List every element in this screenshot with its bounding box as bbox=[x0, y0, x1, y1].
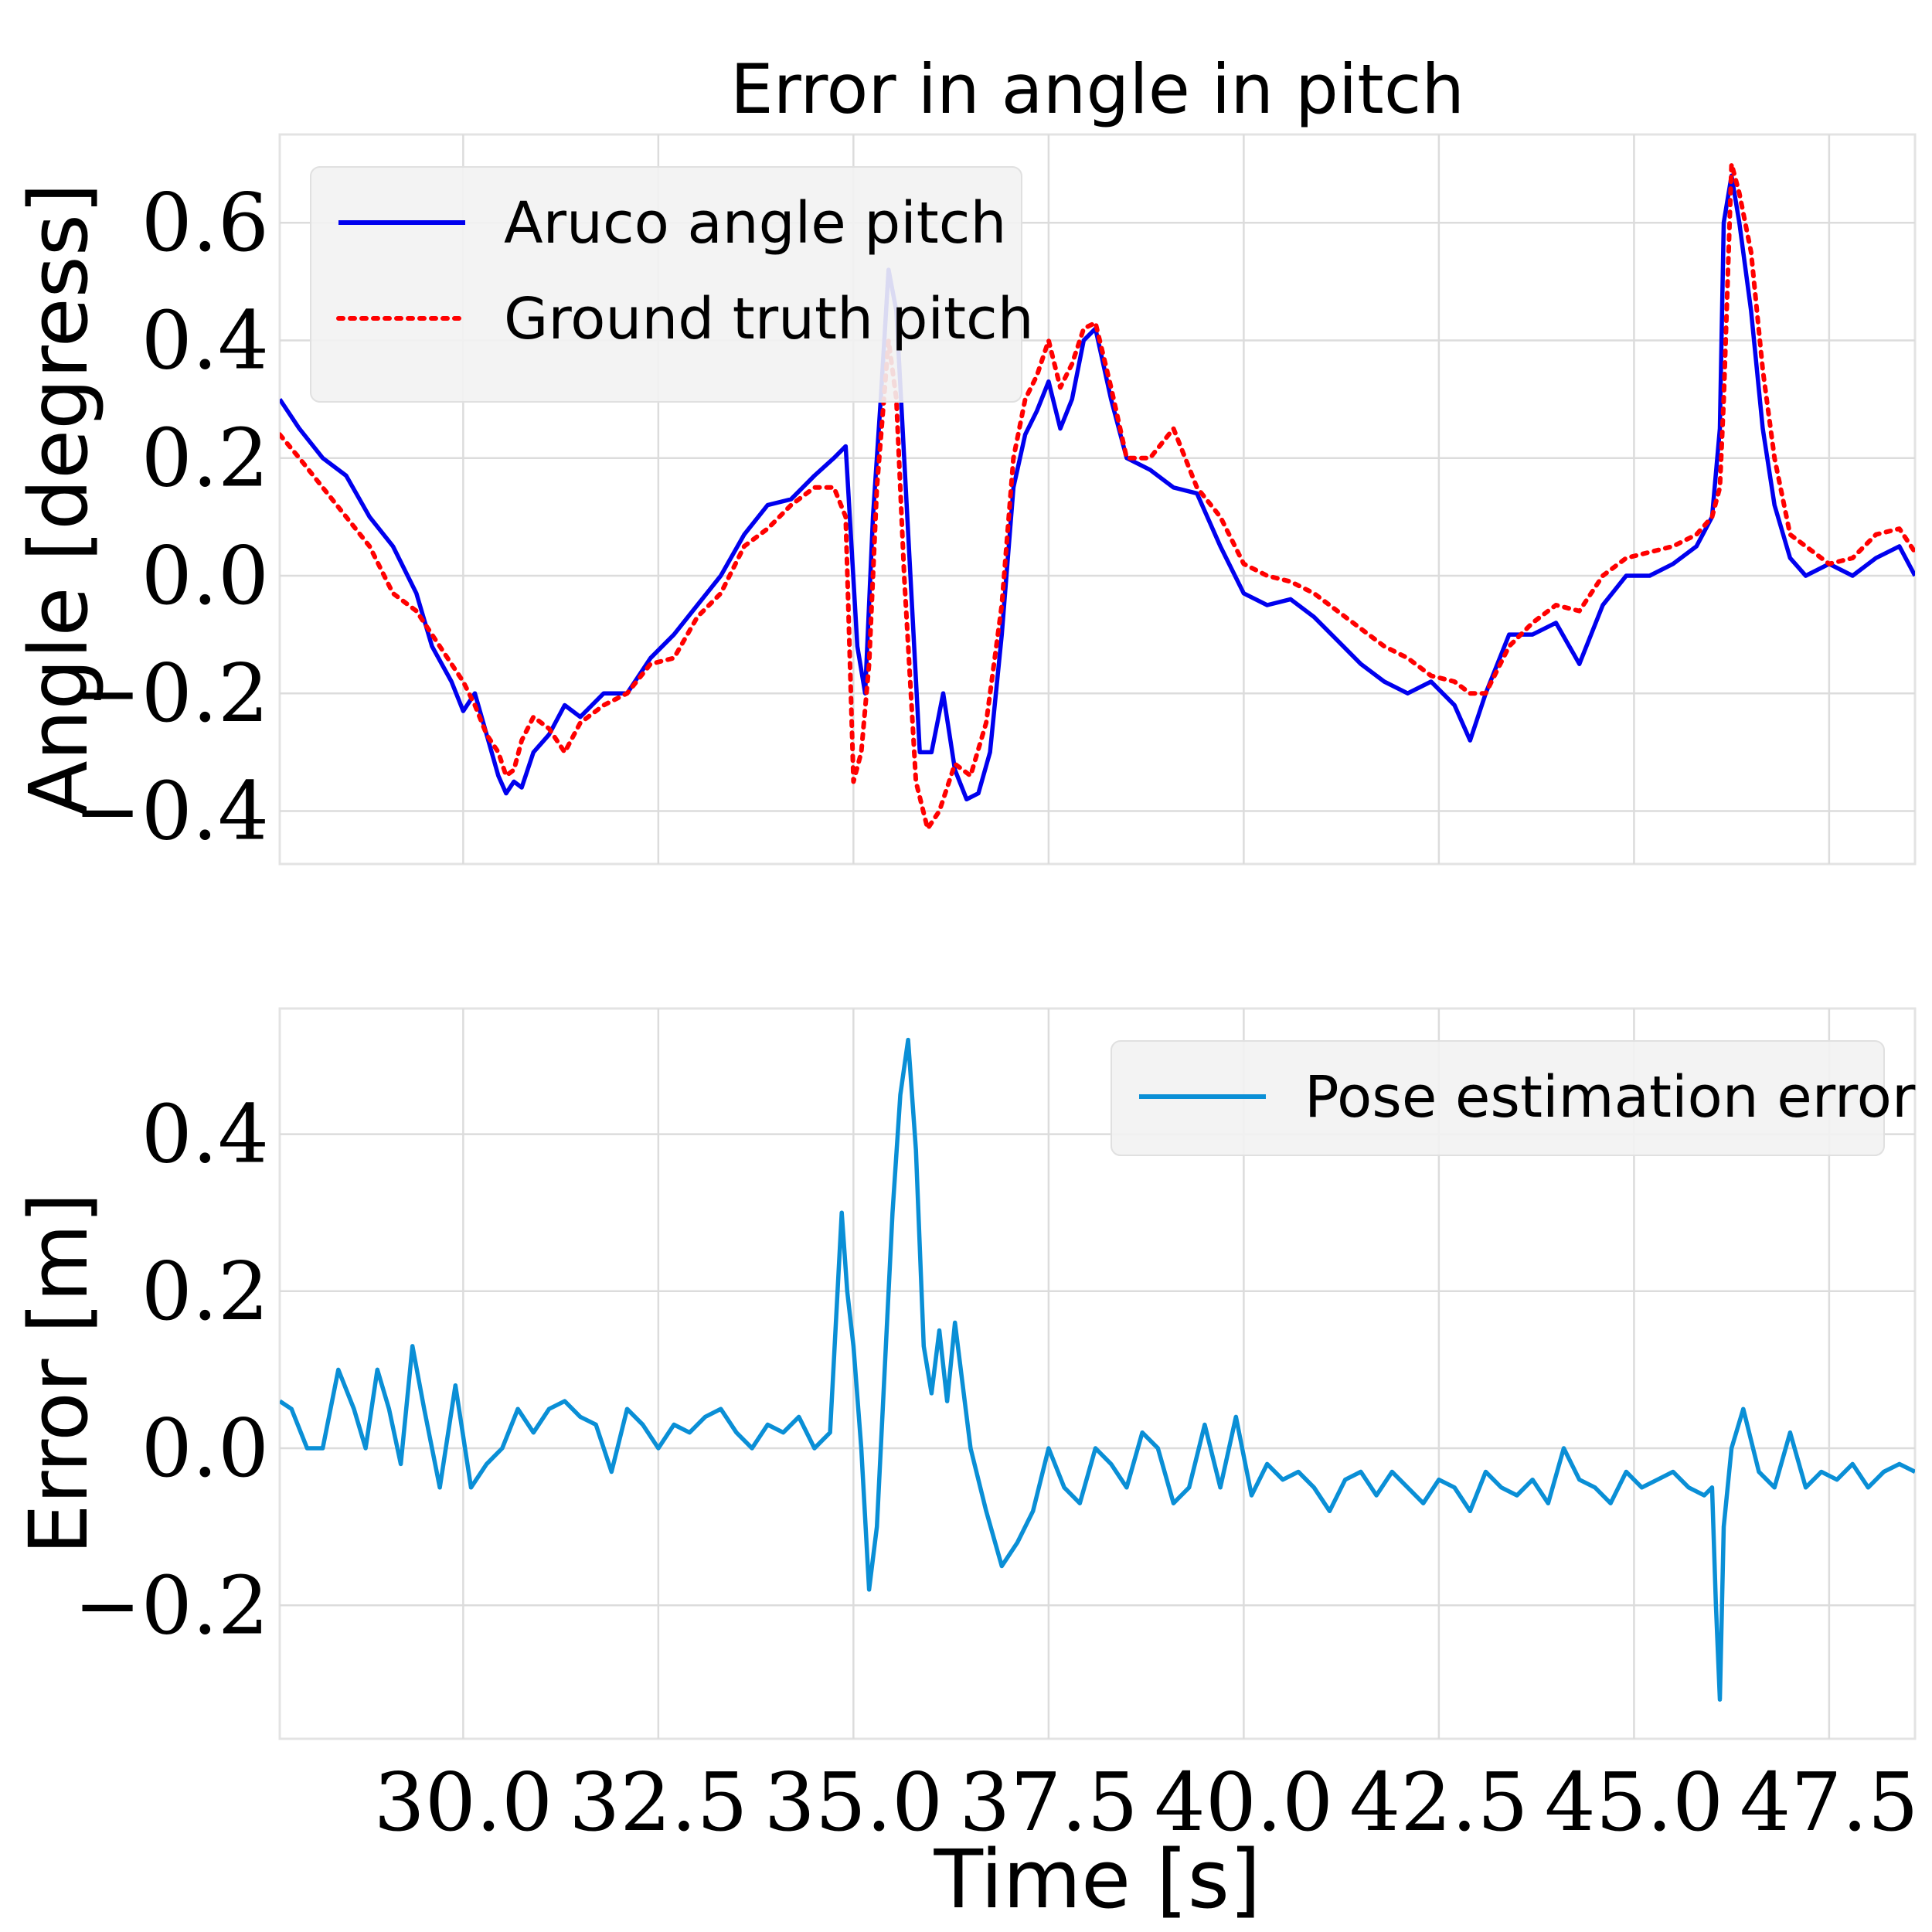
y-tick-label: −0.2 bbox=[73, 1558, 269, 1652]
series-line-2 bbox=[280, 162, 1915, 832]
legend: Pose estimation error bbox=[1111, 1040, 1916, 1156]
legend: Aruco angle pitch Ground truth pitch bbox=[310, 166, 1034, 403]
y-tick-label: −0.2 bbox=[73, 646, 269, 740]
legend-entry: Aruco angle pitch bbox=[504, 190, 1006, 257]
y-axis-label: Angle [degress] bbox=[12, 183, 106, 816]
bottom-chart: −0.2 0.0 0.2 0.4 30.0 32.5 35.0 37.5 40.0 42.5 45.… bbox=[12, 1007, 1919, 1927]
legend-entry: Pose estimation error bbox=[1304, 1064, 1916, 1131]
x-tick-label: 45.0 bbox=[1545, 1755, 1724, 1849]
y-tick-label: 0.4 bbox=[141, 293, 269, 387]
legend-box bbox=[1111, 1040, 1885, 1156]
y-axis-label: Error [m] bbox=[12, 1192, 106, 1555]
legend-box bbox=[310, 166, 1022, 403]
y-tick-label: 0.2 bbox=[141, 411, 269, 505]
y-tick-label: −0.4 bbox=[73, 764, 269, 858]
top-chart: −0.4 −0.2 0.0 0.2 0.4 0.6 Aruco angle pitch Gro… bbox=[12, 49, 1917, 866]
x-tick-label: 32.5 bbox=[569, 1755, 748, 1849]
y-tick-label: 0.0 bbox=[141, 529, 269, 623]
x-tick-label: 47.5 bbox=[1740, 1755, 1919, 1849]
y-tick-label: 0.4 bbox=[141, 1087, 269, 1182]
legend-entry: Ground truth pitch bbox=[504, 286, 1034, 352]
x-tick-label: 40.0 bbox=[1155, 1755, 1334, 1849]
chart-title: Error in angle in pitch bbox=[730, 49, 1464, 129]
y-tick-label: 0.0 bbox=[141, 1401, 269, 1495]
series-line-1 bbox=[280, 173, 1915, 802]
x-axis-label: Time [s] bbox=[934, 1832, 1261, 1927]
x-tick-label: 37.5 bbox=[959, 1755, 1138, 1849]
x-tick-label: 35.0 bbox=[764, 1755, 944, 1849]
x-tick-label: 42.5 bbox=[1349, 1755, 1529, 1849]
x-tick-label: 30.0 bbox=[374, 1755, 553, 1849]
series-line-1 bbox=[280, 1037, 1915, 1702]
y-tick-label: 0.2 bbox=[141, 1244, 269, 1338]
y-tick-label: 0.6 bbox=[141, 175, 269, 270]
